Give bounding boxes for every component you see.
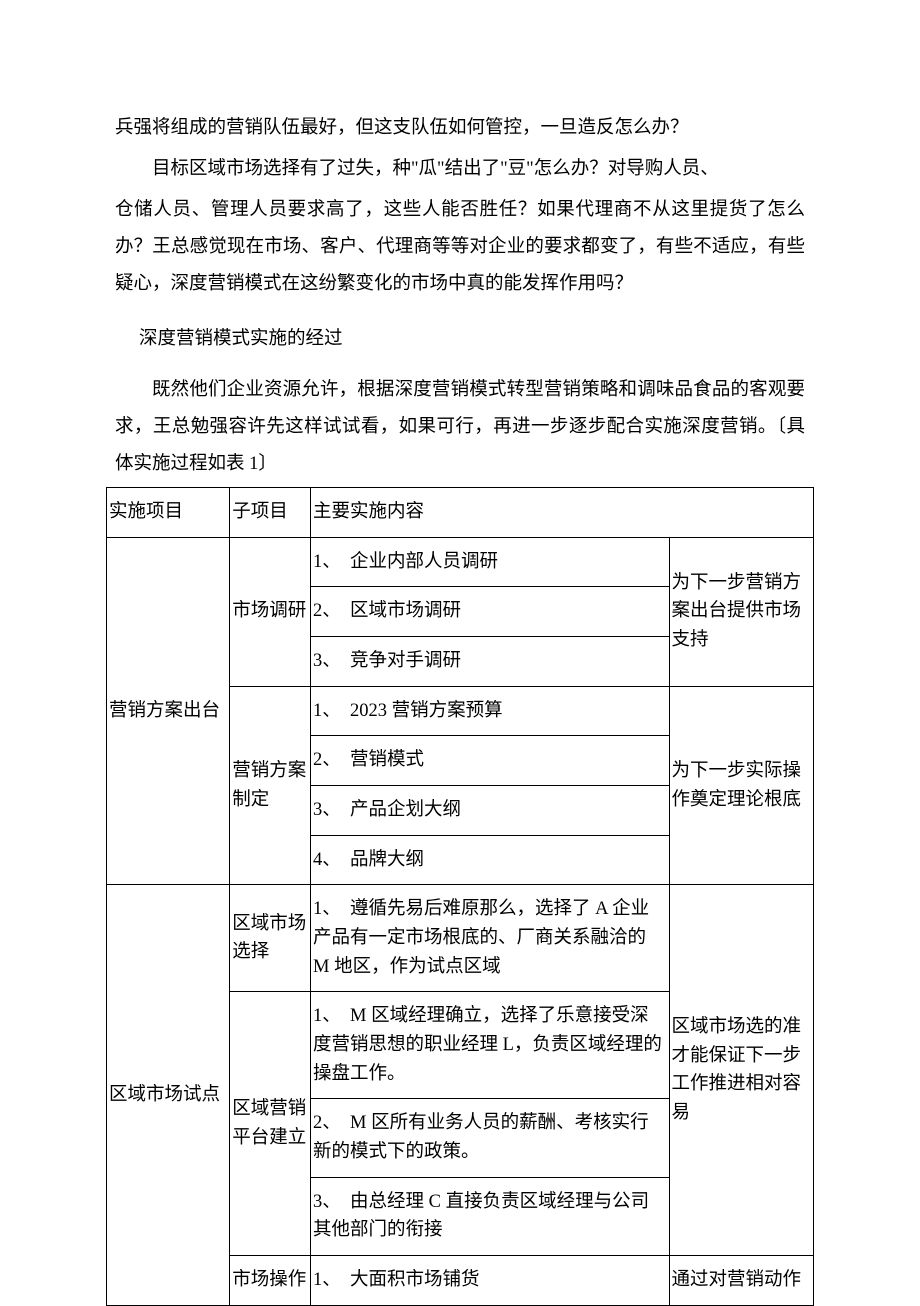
content-cell: 2、 营销模式 <box>311 736 670 786</box>
content-cell: 1、 大面积市场铺货 <box>311 1256 670 1306</box>
paragraph-3: 仓储人员、管理人员要求高了，这些人能否胜任？如果代理商不从这里提货了怎么办？王总… <box>115 192 805 303</box>
subproject-cell: 市场调研 <box>230 537 311 686</box>
right-cell: 通过对营销动作 <box>669 1256 813 1306</box>
content-cell: 1、 遵循先易后难原那么，选择了 A 企业产品有一定市场根底的、厂商关系融洽的 … <box>311 885 670 992</box>
header-col1: 实施项目 <box>107 488 230 538</box>
section-title: 深度营销模式实施的经过 <box>115 321 805 358</box>
subproject-cell: 区域营销平台建立 <box>230 992 311 1256</box>
right-cell: 为下一步营销方案出台提供市场支持 <box>669 537 813 686</box>
table-header-row: 实施项目 子项目 主要实施内容 <box>107 488 814 538</box>
paragraph-4: 既然他们企业资源允许，根据深度营销模式转型营销策略和调味品食品的客观要求，王总勉… <box>115 372 805 483</box>
content-cell: 3、 由总经理 C 直接负责区域经理与公司其他部门的衔接 <box>311 1177 670 1255</box>
content-cell: 1、 M 区域经理确立，选择了乐意接受深度营销思想的职业经理 L，负责区域经理的… <box>311 992 670 1099</box>
project-cell: 营销方案出台 <box>107 537 230 885</box>
content-cell: 4、 品牌大纲 <box>311 835 670 885</box>
content-cell: 3、 竞争对手调研 <box>311 637 670 687</box>
subproject-cell: 区域市场选择 <box>230 885 311 992</box>
table-row: 区域市场试点 区域市场选择 1、 遵循先易后难原那么，选择了 A 企业产品有一定… <box>107 885 814 992</box>
paragraph-2: 目标区域市场选择有了过失，种"瓜"结出了"豆"怎么办？对导购人员、 <box>115 151 805 188</box>
right-cell: 为下一步实际操作奠定理论根底 <box>669 686 813 885</box>
content-cell: 2、 区域市场调研 <box>311 587 670 637</box>
right-cell: 区域市场选的准才能保证下一步工作推进相对容易 <box>669 885 813 1256</box>
content-cell: 2、 M 区所有业务人员的薪酬、考核实行新的模式下的政策。 <box>311 1099 670 1177</box>
content-cell: 3、 产品企划大纲 <box>311 786 670 836</box>
project-cell: 区域市场试点 <box>107 885 230 1305</box>
content-cell: 1、 2023 营销方案预算 <box>311 686 670 736</box>
paragraph-1: 兵强将组成的营销队伍最好，但这支队伍如何管控，一旦造反怎么办？ <box>115 110 805 147</box>
subproject-cell: 市场操作 <box>230 1256 311 1306</box>
header-col3: 主要实施内容 <box>311 488 814 538</box>
implementation-table: 实施项目 子项目 主要实施内容 营销方案出台 市场调研 1、 企业内部人员调研 … <box>106 487 814 1306</box>
table-row: 营销方案出台 市场调研 1、 企业内部人员调研 为下一步营销方案出台提供市场支持 <box>107 537 814 587</box>
header-col2: 子项目 <box>230 488 311 538</box>
content-cell: 1、 企业内部人员调研 <box>311 537 670 587</box>
subproject-cell: 营销方案制定 <box>230 686 311 885</box>
